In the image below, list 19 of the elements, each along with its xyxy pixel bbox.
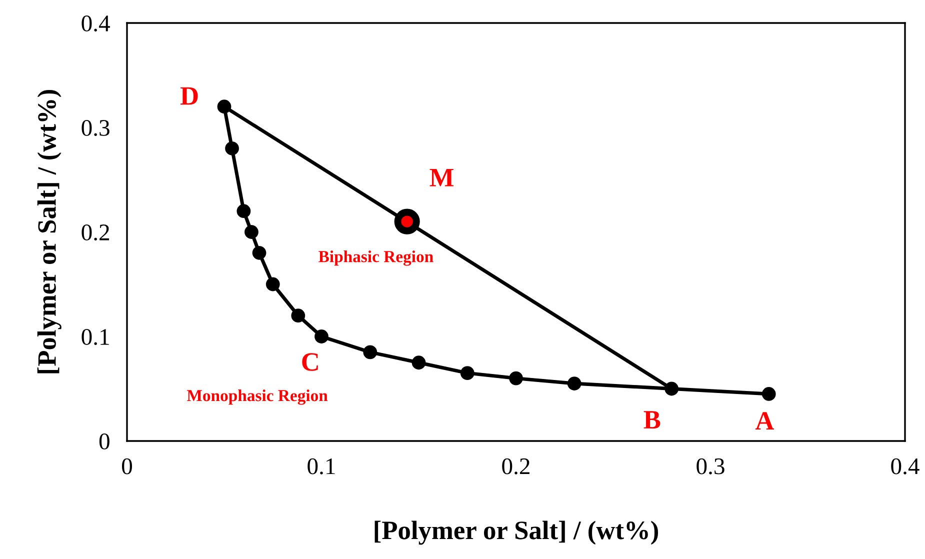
x-tick-label: 0 <box>122 458 132 474</box>
y-tick-label: 0.3 <box>82 120 110 136</box>
annotation: Biphasic Region <box>318 250 434 266</box>
x-tick-label: 0.1 <box>308 458 335 474</box>
x-tick-label: 0.4 <box>891 458 920 474</box>
annotation: C <box>302 353 318 371</box>
annotation: M <box>430 168 454 186</box>
x-tick-label: 0.3 <box>696 458 724 474</box>
x-axis-title: [Polymer or Salt] / (wt%) <box>374 520 658 545</box>
annotation: D <box>180 87 198 105</box>
y-tick-label: 0 <box>99 433 110 450</box>
x-tick-label: 0.2 <box>502 458 530 474</box>
y-tick-label: 0.2 <box>82 224 110 241</box>
annotation: Monophasic Region <box>186 389 328 405</box>
y-tick-label: 0.4 <box>82 15 110 32</box>
y-tick-label: 0.1 <box>82 328 109 346</box>
annotation: B <box>644 411 660 429</box>
y-axis-title: [Polymer or Salt] / (wt%) <box>37 90 62 374</box>
annotation: A <box>755 412 774 430</box>
